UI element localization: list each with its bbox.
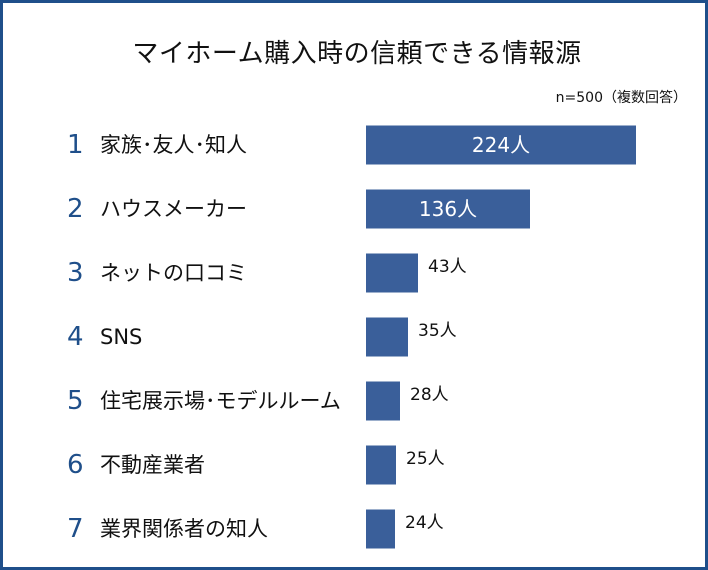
value-label-1: 224人 xyxy=(472,133,530,157)
bar-5 xyxy=(366,381,400,421)
category-label-2: ハウスメーカー xyxy=(100,197,247,221)
value-label-4: 35人 xyxy=(418,321,457,341)
bar-6 xyxy=(366,445,396,485)
rank-number-4: 4 xyxy=(67,322,84,352)
bar-3 xyxy=(366,253,418,293)
category-label-7: 業界関係者の知人 xyxy=(100,517,268,541)
rank-number-6: 6 xyxy=(67,450,84,480)
rank-number-1: 1 xyxy=(67,130,84,160)
sample-size-note: n=500（複数回答） xyxy=(555,90,687,106)
category-label-3: ネットの口コミ xyxy=(100,261,247,285)
rank-number-5: 5 xyxy=(67,386,84,416)
value-label-6: 25人 xyxy=(406,449,445,469)
category-label-5: 住宅展示場･モデルルーム xyxy=(100,389,341,413)
bar-2 xyxy=(366,189,530,229)
category-label-4: SNS xyxy=(100,325,142,349)
value-label-2: 136人 xyxy=(419,197,477,221)
category-label-6: 不動産業者 xyxy=(100,453,205,477)
chart-title: マイホーム購入時の信頼できる情報源 xyxy=(132,39,582,69)
category-label-1: 家族･友人･知人 xyxy=(100,133,247,157)
bar-1 xyxy=(366,125,636,165)
value-label-7: 24人 xyxy=(405,513,444,533)
value-label-5: 28人 xyxy=(410,385,449,405)
rank-number-3: 3 xyxy=(67,258,84,288)
rank-number-7: 7 xyxy=(67,514,84,544)
bar-7 xyxy=(366,509,395,549)
bar-4 xyxy=(366,317,408,357)
value-label-3: 43人 xyxy=(428,257,467,277)
rank-number-2: 2 xyxy=(67,194,84,224)
